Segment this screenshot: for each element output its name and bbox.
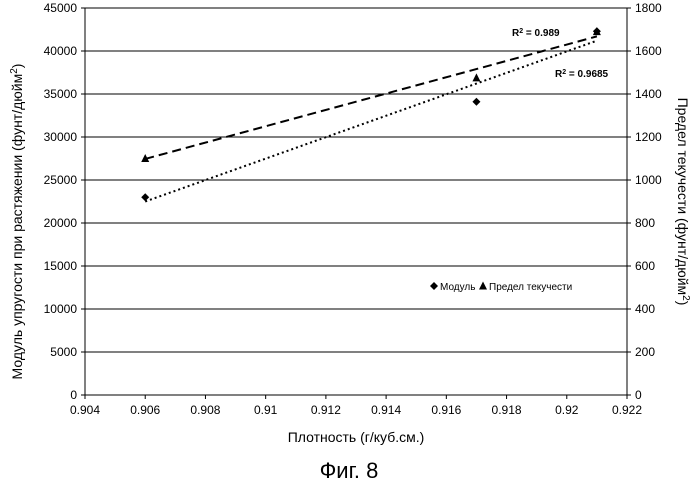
x-tick-label: 0.922 (612, 403, 642, 417)
left-y-tick-label: 25000 (44, 173, 78, 187)
right-y-tick-label: 600 (635, 259, 655, 273)
legend: Модуль Предел текучести (430, 281, 572, 293)
yield-point (592, 27, 601, 36)
x-tick-label: 0.91 (254, 403, 278, 417)
modulus-point (141, 193, 150, 202)
right-y-axis-label: Предел текучести (фунт/дюйм2) (675, 98, 692, 306)
modulus-point (472, 97, 481, 106)
left-y-tick-label: 30000 (44, 130, 78, 144)
left-y-tick-label: 10000 (44, 302, 78, 316)
left-y-axis-label: Модуль упругости при растяжении (фунт/дю… (9, 64, 26, 380)
left-y-tick-label: 45000 (44, 1, 78, 15)
left-y-tick-label: 35000 (44, 87, 78, 101)
left-y-tick-label: 5000 (50, 345, 77, 359)
legend-marker (430, 282, 438, 290)
x-tick-label: 0.916 (431, 403, 461, 417)
x-tick-label: 0.912 (311, 403, 341, 417)
r2-label: R2 = 0.989 (512, 28, 560, 40)
left-y-tick-label: 15000 (44, 259, 78, 273)
right-y-tick-label: 400 (635, 302, 655, 316)
x-tick-label: 0.908 (190, 403, 220, 417)
figure-caption: Фиг. 8 (320, 458, 379, 483)
r2-label: R2 = 0.9685 (555, 69, 609, 81)
right-y-tick-label: 800 (635, 216, 655, 230)
right-y-tick-label: 1600 (635, 44, 662, 58)
right-y-tick-label: 200 (635, 345, 655, 359)
right-y-tick-label: 1800 (635, 1, 662, 15)
plot-area-frame (84, 7, 628, 396)
legend-label: Модуль (440, 282, 475, 293)
right-y-tick-label: 1200 (635, 130, 662, 144)
yield-point (472, 73, 481, 82)
gridlines (85, 50, 627, 353)
x-tick-label: 0.918 (492, 403, 522, 417)
left-y-axis-ticks: 0 5000 10000 15000 20000 25000 30000 35000 40000… (44, 1, 85, 402)
data-points (141, 27, 601, 202)
yield-point (141, 154, 150, 162)
x-tick-label: 0.904 (70, 403, 100, 417)
trendlines (144, 35, 598, 203)
right-y-tick-label: 1400 (635, 87, 662, 101)
legend-label: Предел текучести (489, 282, 572, 293)
x-tick-label: 0.914 (371, 403, 401, 417)
modulus-trendline (144, 39, 598, 203)
left-y-tick-label: 40000 (44, 44, 78, 58)
right-y-axis-ticks: 0 200 400 600 800 1000 1200 1400 1600 1800 (627, 1, 662, 402)
right-y-tick-label: 1000 (635, 173, 662, 187)
left-y-tick-label: 20000 (44, 216, 78, 230)
x-tick-label: 0.92 (555, 403, 579, 417)
x-axis-ticks: 0.904 0.906 0.908 0.91 0.912 0.914 0.916 0.918 0… (70, 395, 642, 417)
right-y-tick-label: 0 (635, 388, 642, 402)
x-axis-label: Плотность (г/куб.см.) (288, 429, 425, 445)
legend-marker (479, 281, 487, 290)
left-y-tick-label: 0 (70, 388, 77, 402)
yield-trendline (144, 35, 598, 160)
x-tick-label: 0.906 (130, 403, 160, 417)
r2-labels: R2 = 0.9685 R2 = 0.989 (512, 28, 609, 81)
